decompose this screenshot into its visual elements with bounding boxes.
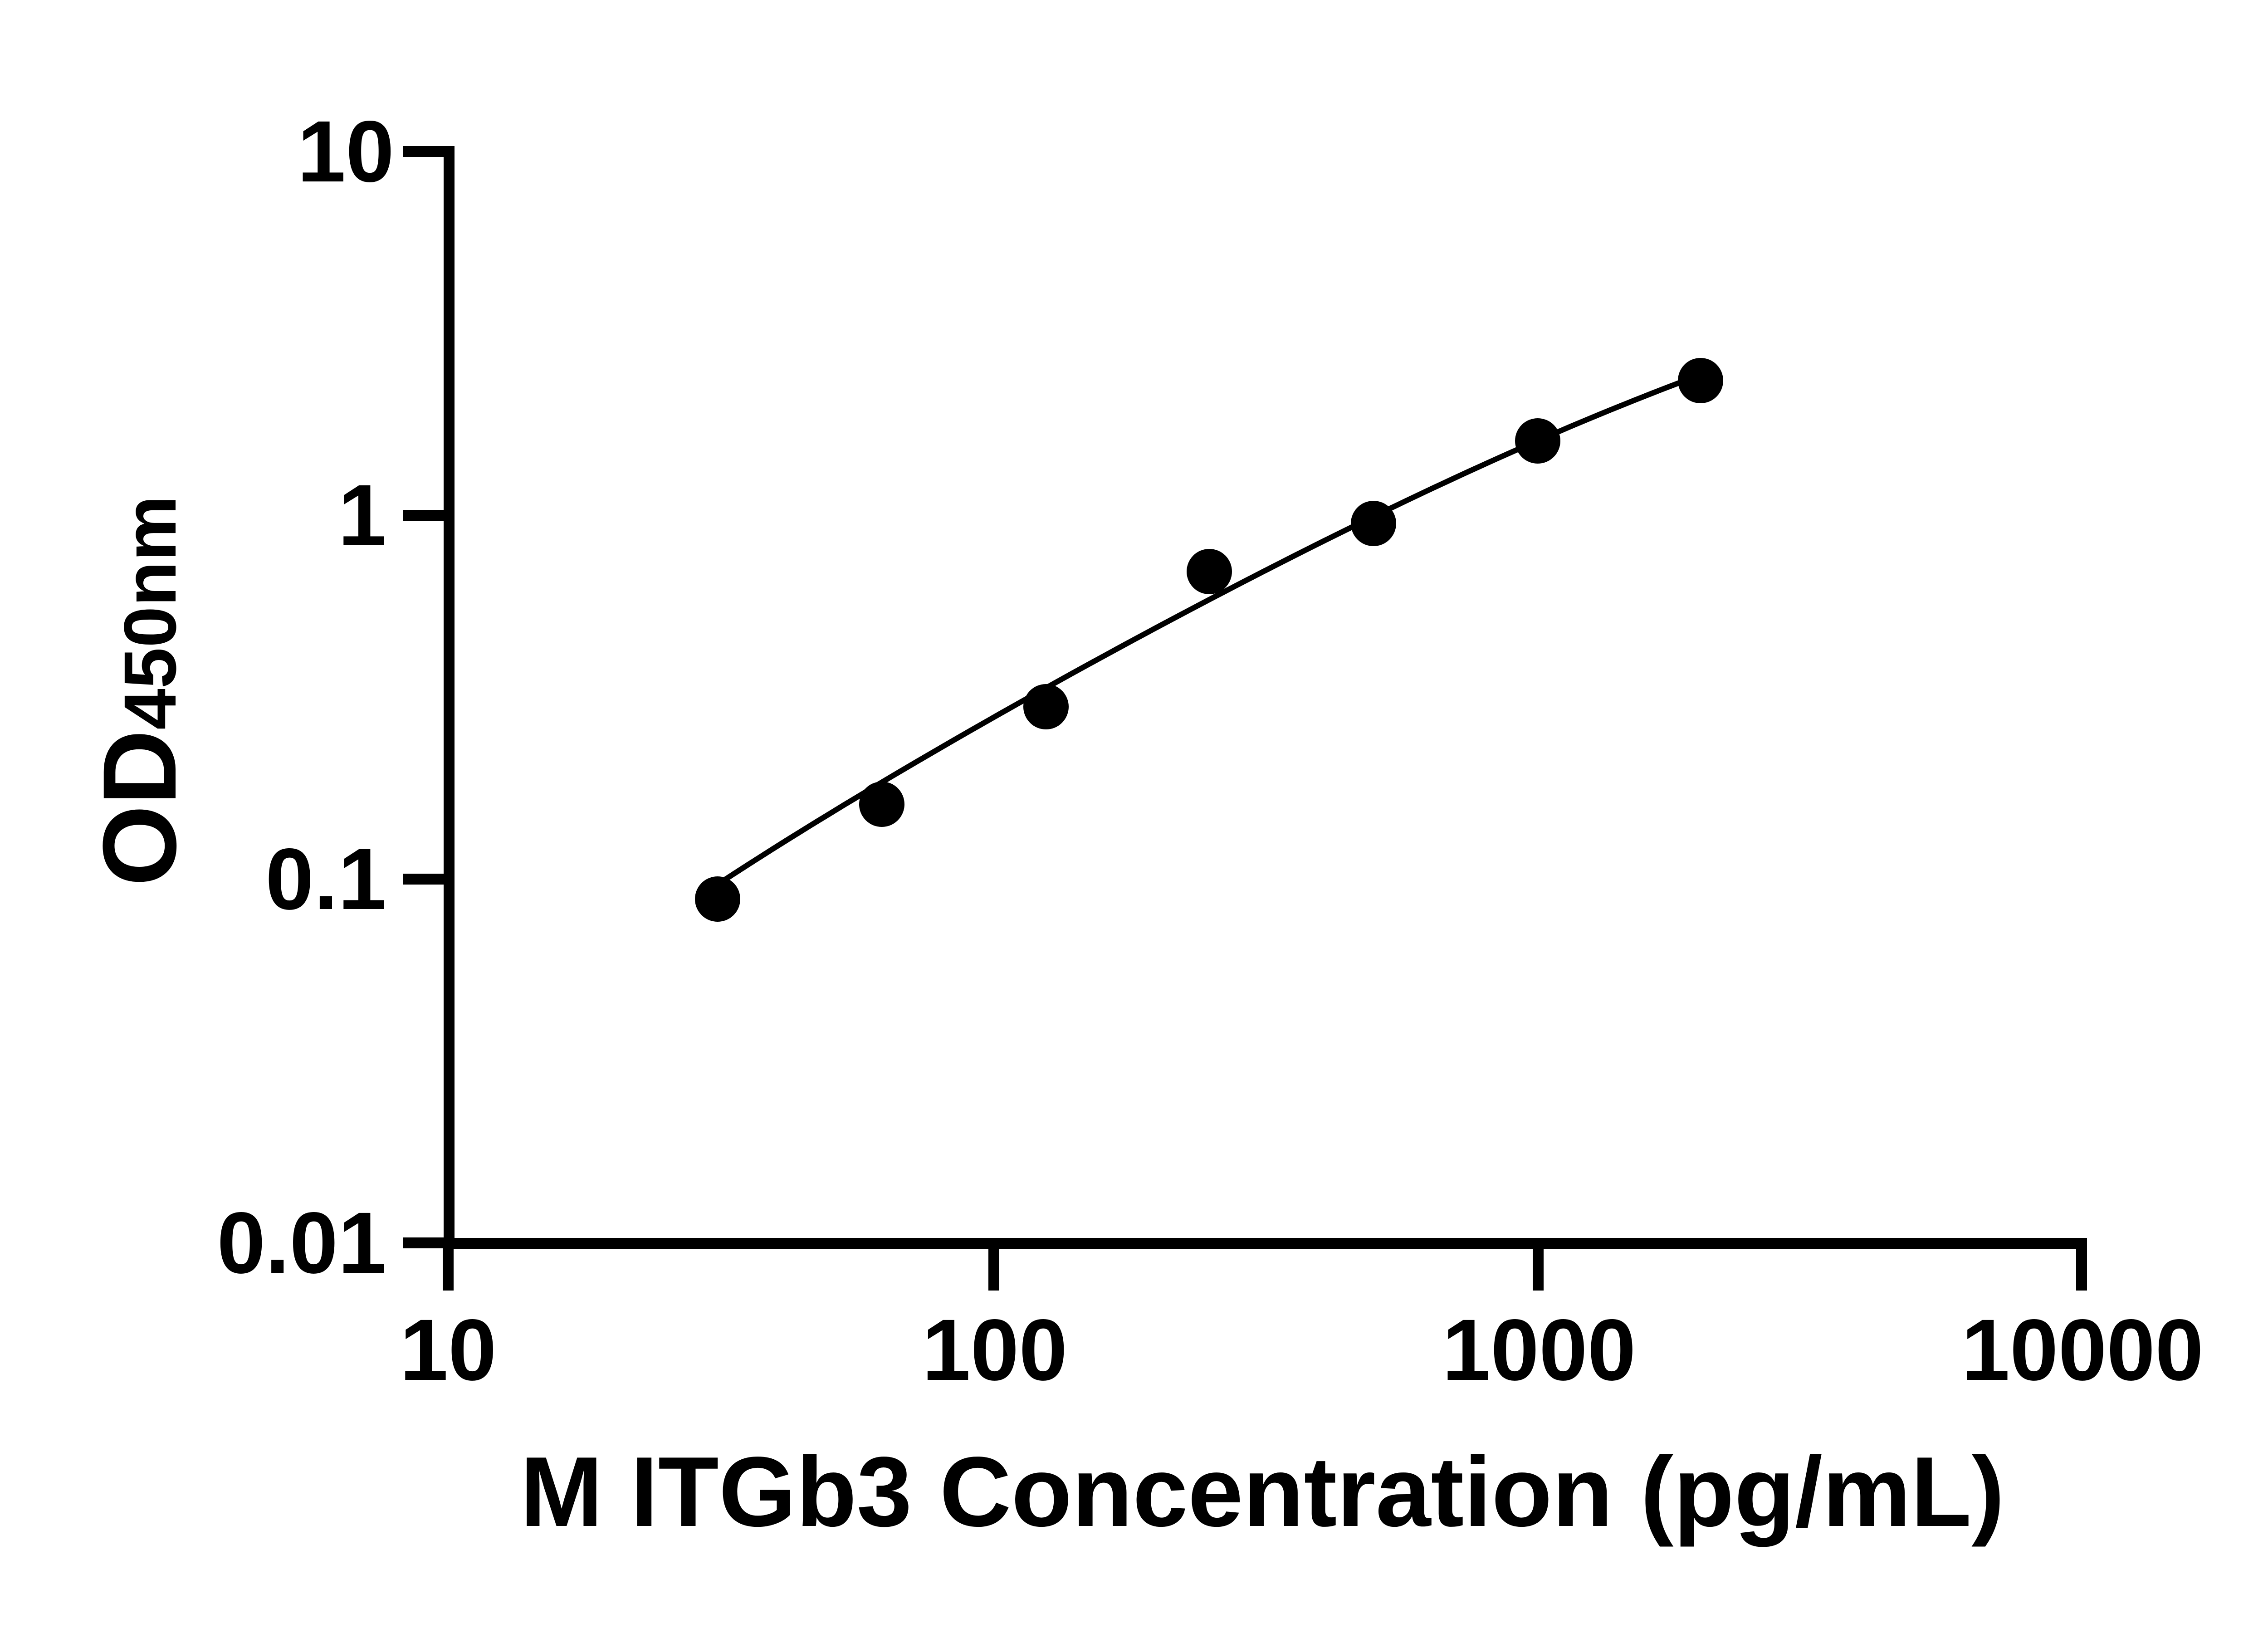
svg-text:1000: 1000 [1442,1301,1636,1398]
svg-text:1: 1 [338,466,386,564]
svg-text:10000: 10000 [1961,1301,2204,1398]
svg-text:100: 100 [922,1301,1067,1398]
svg-text:10: 10 [400,1301,497,1398]
svg-text:0.01: 0.01 [217,1194,386,1291]
svg-text:0.1: 0.1 [265,830,386,928]
svg-text:OD450nm: OD450nm [81,495,198,886]
svg-text:10: 10 [297,103,394,200]
svg-text:M ITGb3 Concentration (pg/mL): M ITGb3 Concentration (pg/mL) [520,1437,2005,1547]
